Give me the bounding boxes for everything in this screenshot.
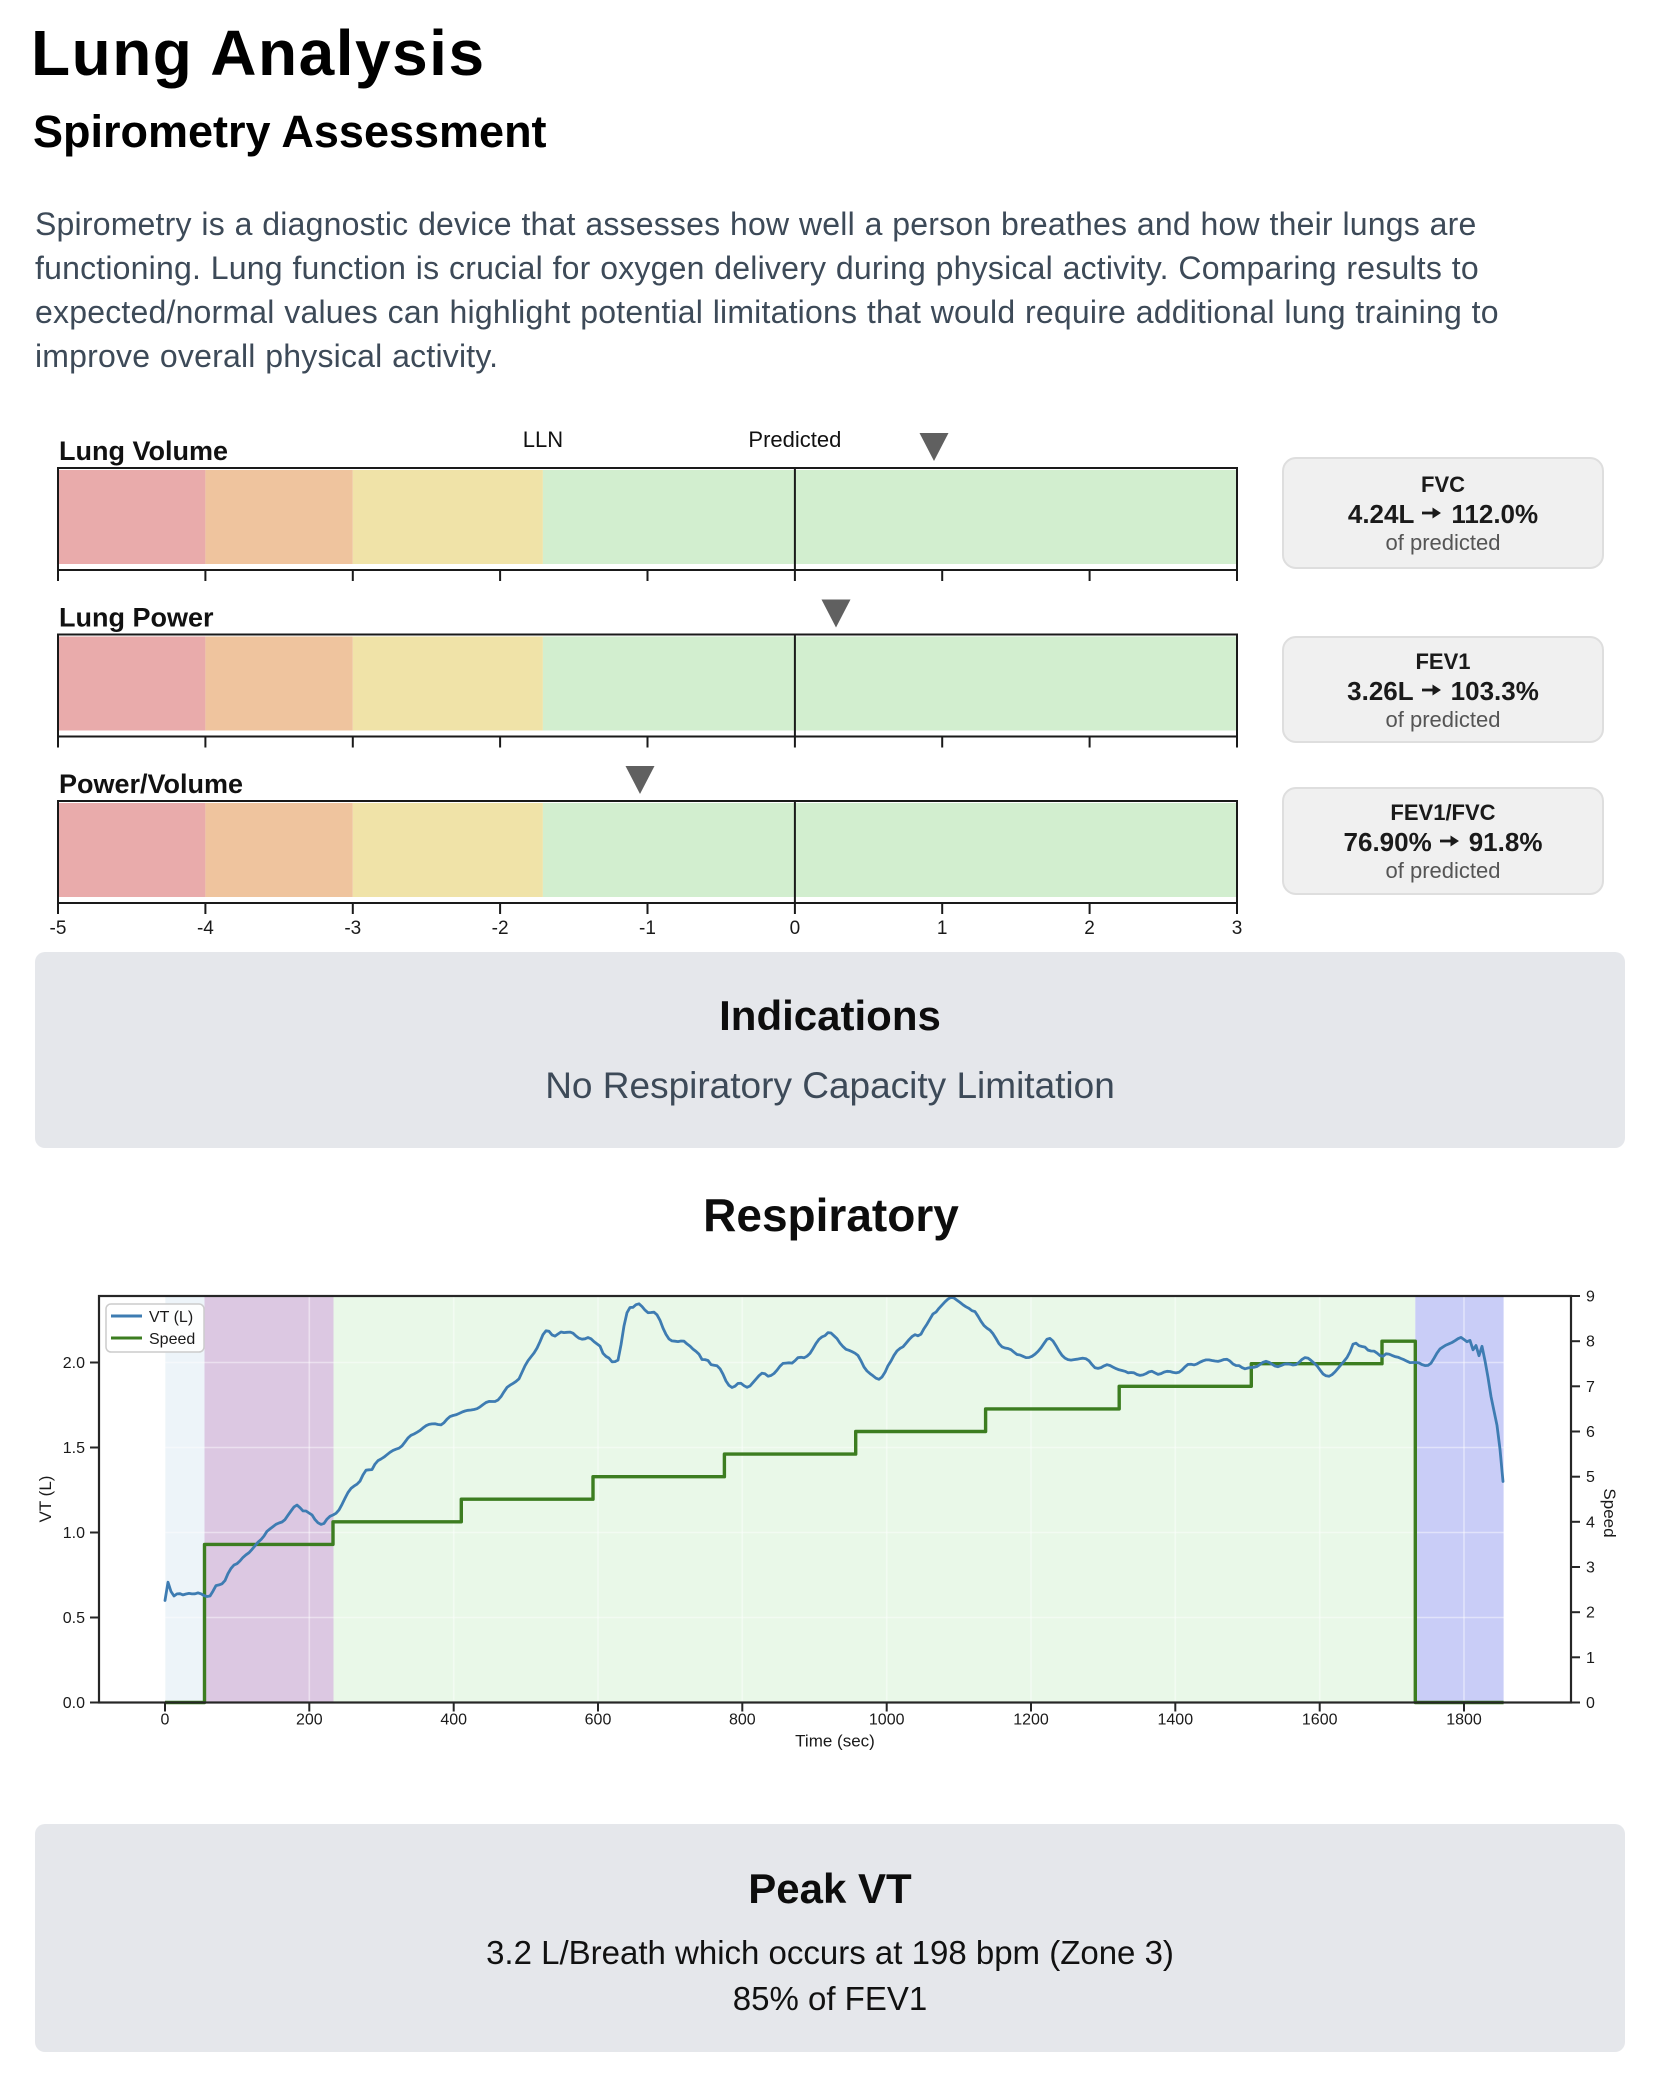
- svg-text:6: 6: [1586, 1424, 1595, 1441]
- svg-text:-5: -5: [50, 918, 67, 939]
- svg-text:8: 8: [1586, 1334, 1595, 1351]
- svg-text:600: 600: [585, 1712, 612, 1729]
- svg-text:-2: -2: [492, 918, 509, 939]
- svg-text:1600: 1600: [1302, 1712, 1338, 1729]
- svg-text:1400: 1400: [1158, 1712, 1194, 1729]
- svg-text:1.5: 1.5: [63, 1440, 85, 1457]
- svg-text:200: 200: [296, 1712, 323, 1729]
- svg-text:Lung Volume: Lung Volume: [59, 436, 228, 466]
- svg-text:1000: 1000: [869, 1712, 905, 1729]
- svg-text:1: 1: [1586, 1650, 1595, 1667]
- svg-text:2: 2: [1084, 918, 1095, 939]
- svg-text:1: 1: [937, 918, 948, 939]
- svg-text:-4: -4: [197, 918, 214, 939]
- svg-text:Time (sec): Time (sec): [795, 1732, 875, 1751]
- svg-text:1200: 1200: [1013, 1712, 1049, 1729]
- svg-text:Lung Power: Lung Power: [59, 603, 214, 633]
- svg-text:3: 3: [1586, 1560, 1595, 1577]
- svg-text:400: 400: [440, 1712, 467, 1729]
- svg-text:Speed: Speed: [149, 1331, 195, 1348]
- svg-text:0: 0: [790, 918, 801, 939]
- svg-text:800: 800: [729, 1712, 756, 1729]
- svg-text:VT (L): VT (L): [36, 1476, 55, 1523]
- svg-text:2: 2: [1586, 1605, 1595, 1622]
- svg-text:0: 0: [1586, 1695, 1595, 1712]
- svg-text:2.0: 2.0: [63, 1355, 85, 1372]
- svg-text:-3: -3: [344, 918, 361, 939]
- svg-text:1800: 1800: [1446, 1712, 1482, 1729]
- svg-text:0.0: 0.0: [63, 1695, 85, 1712]
- svg-text:3: 3: [1232, 918, 1243, 939]
- svg-text:Speed: Speed: [1600, 1488, 1619, 1537]
- svg-text:Power/Volume: Power/Volume: [59, 769, 243, 799]
- svg-text:4: 4: [1586, 1514, 1595, 1531]
- svg-text:Predicted: Predicted: [748, 427, 841, 452]
- svg-text:7: 7: [1586, 1379, 1595, 1396]
- svg-text:-1: -1: [639, 918, 656, 939]
- svg-text:0: 0: [161, 1712, 170, 1729]
- svg-text:VT (L): VT (L): [149, 1309, 193, 1326]
- svg-text:0.5: 0.5: [63, 1610, 85, 1627]
- svg-text:9: 9: [1586, 1289, 1595, 1306]
- svg-text:5: 5: [1586, 1469, 1595, 1486]
- svg-text:1.0: 1.0: [63, 1525, 85, 1542]
- svg-text:LLN: LLN: [523, 427, 563, 452]
